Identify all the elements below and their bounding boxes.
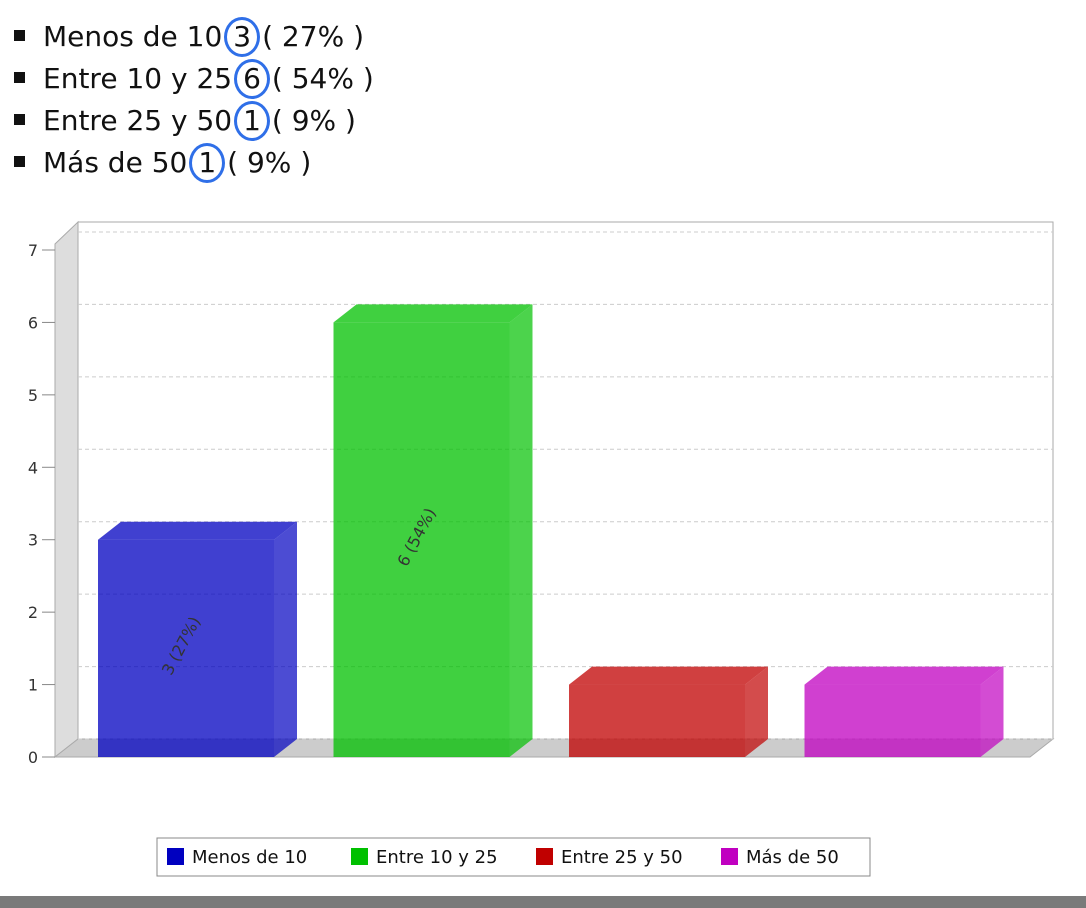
bar-side: [980, 666, 1004, 757]
item-label: Menos de 10: [43, 20, 223, 53]
item-percent: ( 54% ): [271, 62, 374, 95]
y-tick-label: 3: [28, 531, 38, 550]
bar-top: [804, 666, 1004, 685]
y-tick-label: 2: [28, 603, 38, 622]
legend-swatch: [351, 848, 368, 865]
bar: [569, 684, 745, 757]
bullet: [14, 29, 25, 41]
bullet: [14, 155, 25, 167]
bar-side: [274, 521, 297, 757]
legend-swatch: [167, 848, 184, 865]
y-tick-label: 0: [28, 748, 38, 767]
bar: [98, 539, 274, 757]
bullet: [14, 71, 25, 83]
item-percent: ( 27% ): [262, 20, 364, 53]
legend-label: Menos de 10: [192, 847, 307, 868]
item-label: Entre 25 y 50: [43, 104, 233, 137]
item-count: 3: [224, 17, 261, 57]
y-tick-label: 7: [28, 241, 38, 260]
footer-bar: [0, 896, 1086, 908]
y-tick-label: 5: [28, 386, 38, 405]
y-tick-label: 1: [28, 676, 38, 695]
legend-swatch: [721, 848, 738, 865]
y-tick-label: 6: [28, 313, 38, 332]
legend-label: Más de 50: [746, 847, 839, 868]
legend-label: Entre 10 y 25: [376, 847, 498, 868]
side-wall: [54, 220, 79, 759]
bar-top: [333, 304, 533, 323]
bar-top: [98, 521, 297, 540]
legend-box: [156, 837, 871, 877]
list-item: Entre 25 y 50 1( 9% ): [14, 100, 374, 142]
bar: [333, 322, 510, 757]
bullet: [14, 113, 25, 125]
legend-swatch: [536, 848, 553, 865]
bar: [804, 684, 981, 757]
y-tick-label: 4: [28, 458, 38, 477]
list-item: Menos de 10 3( 27% ): [14, 16, 374, 58]
summary-list: Menos de 10 3( 27% ) Entre 10 y 25 6( 54% )…: [14, 16, 374, 184]
item-label: Entre 10 y 25: [43, 62, 233, 95]
item-label: Más de 50: [43, 146, 188, 179]
bar-side: [745, 666, 768, 757]
list-item: Más de 50 1( 9% ): [14, 142, 374, 184]
item-count: 1: [234, 101, 270, 141]
item-percent: ( 9% ): [271, 104, 356, 137]
bar-top: [569, 666, 768, 685]
list-item: Entre 10 y 25 6( 54% ): [14, 58, 374, 100]
bar-side: [509, 304, 533, 757]
legend-label: Entre 25 y 50: [561, 847, 683, 868]
item-percent: ( 9% ): [227, 146, 312, 179]
item-count: 1: [189, 143, 226, 183]
item-count: 6: [234, 59, 270, 99]
